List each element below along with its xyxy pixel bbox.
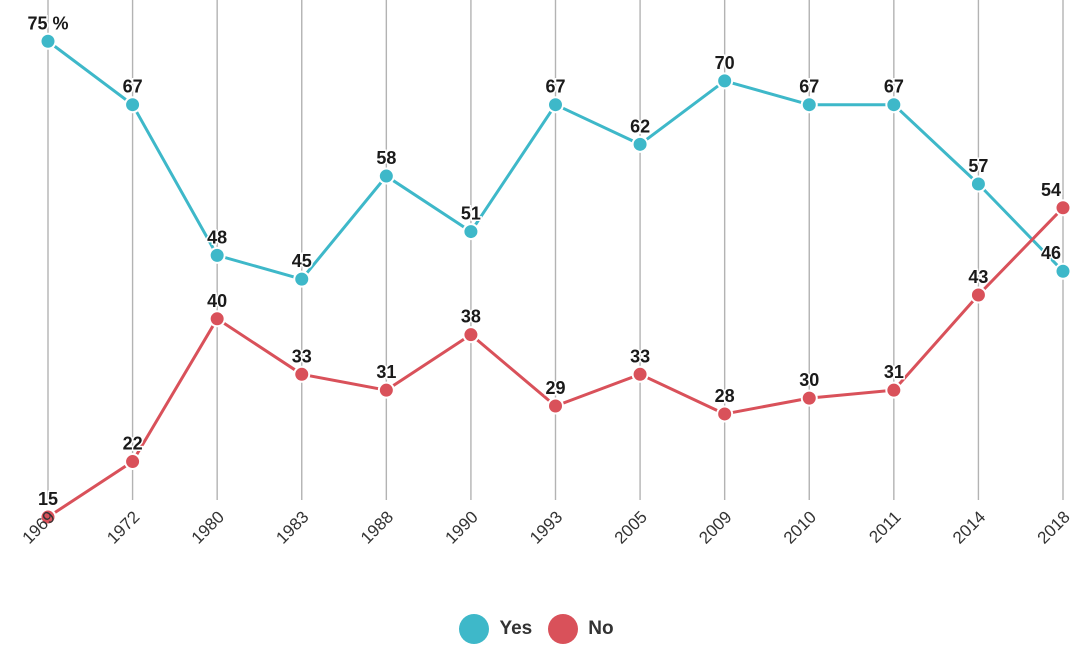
- x-axis-tick-labels: 1969 1972 1980 1983 1988 1990 1993 2005 2009 2010…: [19, 507, 1073, 547]
- point-no-2014[interactable]: [969, 286, 987, 304]
- point-yes-1983[interactable]: [293, 270, 311, 288]
- x-tick-label-1993: 1993: [526, 507, 566, 547]
- point-no-2010[interactable]: [800, 389, 818, 407]
- legend-swatch-yes: [459, 614, 490, 644]
- data-label-yes-1993: 67: [545, 77, 565, 97]
- line-chart: 75 % 67 48 45 58 51 67 62 70 67 67 57 46 15 22 40 33 31 38…: [19, 0, 1073, 548]
- data-label-no-2010: 30: [799, 370, 819, 390]
- data-label-no-1969: 15: [38, 489, 58, 509]
- point-no-1983[interactable]: [293, 365, 311, 383]
- data-label-no-1983: 33: [292, 346, 312, 366]
- data-label-yes-2018: 46: [1041, 243, 1061, 263]
- point-yes-1972[interactable]: [124, 96, 142, 114]
- point-yes-1969[interactable]: [39, 32, 57, 50]
- point-no-1980[interactable]: [208, 310, 226, 328]
- data-label-no-1990: 38: [461, 307, 481, 327]
- data-label-no-2014: 43: [968, 267, 988, 287]
- point-no-2005[interactable]: [631, 365, 649, 383]
- point-yes-1993[interactable]: [547, 96, 564, 114]
- legend-label-no: No: [588, 618, 614, 639]
- data-label-no-2011: 31: [884, 362, 904, 382]
- point-no-2018[interactable]: [1054, 199, 1072, 217]
- data-label-no-1980: 40: [207, 291, 227, 311]
- point-yes-2011[interactable]: [885, 96, 903, 114]
- series-layer: [39, 32, 1072, 526]
- x-tick-label-2011: 2011: [865, 507, 904, 546]
- legend: Yes No: [0, 612, 1073, 646]
- point-no-1993[interactable]: [547, 397, 564, 415]
- x-tick-label-1990: 1990: [442, 507, 482, 547]
- data-label-yes-2014: 57: [968, 156, 988, 176]
- data-label-no-2009: 28: [715, 386, 735, 406]
- point-no-2009[interactable]: [716, 405, 734, 423]
- point-yes-2009[interactable]: [716, 72, 734, 90]
- point-no-1988[interactable]: [377, 381, 395, 399]
- point-yes-2005[interactable]: [631, 135, 649, 153]
- data-label-yes-1988: 58: [376, 148, 396, 168]
- point-yes-1980[interactable]: [208, 246, 226, 264]
- x-tick-label-2009: 2009: [695, 507, 735, 547]
- data-label-no-2005: 33: [630, 346, 650, 366]
- point-no-1969[interactable]: [39, 508, 57, 526]
- point-no-1972[interactable]: [124, 453, 142, 471]
- x-tick-label-1983: 1983: [272, 507, 312, 547]
- point-yes-2014[interactable]: [969, 175, 987, 193]
- data-label-yes-2010: 67: [799, 77, 819, 97]
- x-tick-label-1972: 1972: [103, 507, 143, 547]
- x-tick-label-2010: 2010: [780, 507, 820, 547]
- legend-label-yes: Yes: [499, 618, 533, 639]
- point-yes-2018[interactable]: [1054, 262, 1072, 280]
- x-tick-label-1980: 1980: [188, 507, 228, 547]
- data-label-no-2018: 54: [1041, 180, 1061, 200]
- point-yes-2010[interactable]: [800, 96, 818, 114]
- legend-swatch-no: [548, 614, 579, 644]
- data-label-yes-1972: 67: [123, 77, 143, 97]
- data-labels: 75 % 67 48 45 58 51 67 62 70 67 67 57 46 15 22 40 33 31 38…: [26, 12, 1063, 511]
- data-label-yes-1969: 75 %: [27, 13, 68, 33]
- point-no-2011[interactable]: [885, 381, 903, 399]
- data-label-no-1993: 29: [545, 378, 565, 398]
- data-label-yes-1983: 45: [292, 251, 312, 271]
- data-label-no-1988: 31: [376, 362, 396, 382]
- grid-lines: [47, 0, 1064, 500]
- point-no-1990[interactable]: [462, 326, 480, 344]
- data-label-yes-2011: 67: [884, 77, 904, 97]
- legend-item-yes[interactable]: Yes: [459, 614, 532, 644]
- point-yes-1990[interactable]: [462, 223, 480, 241]
- data-label-yes-1990: 51: [461, 204, 481, 224]
- x-tick-label-2005: 2005: [611, 507, 651, 547]
- data-label-yes-2005: 62: [630, 116, 650, 136]
- legend-item-no[interactable]: No: [548, 614, 614, 644]
- data-label-yes-1980: 48: [207, 227, 227, 247]
- x-tick-label-1988: 1988: [357, 507, 397, 547]
- x-tick-label-2014: 2014: [949, 507, 989, 547]
- x-tick-label-2018: 2018: [1034, 507, 1073, 547]
- data-label-yes-2009: 70: [715, 53, 735, 73]
- data-label-no-1972: 22: [123, 434, 143, 454]
- point-yes-1988[interactable]: [377, 167, 395, 185]
